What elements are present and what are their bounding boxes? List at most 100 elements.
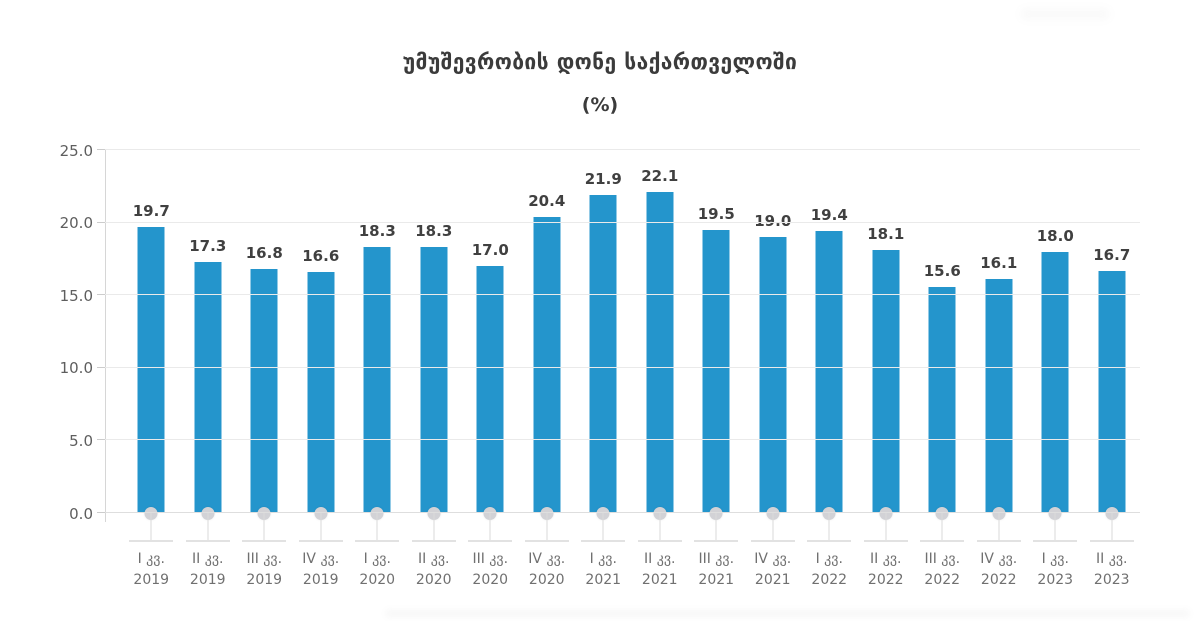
x-label-quarter: II კვ. xyxy=(644,551,676,567)
bar-value-label: 22.1 xyxy=(641,167,679,186)
bar xyxy=(1041,251,1069,513)
bar-column: 17.0 III კვ. 2020 xyxy=(462,150,519,588)
x-axis-category-label: II კვ. 2021 xyxy=(642,549,678,591)
bar-value-label: 17.3 xyxy=(189,236,227,255)
x-label-quarter: II კვ. xyxy=(418,551,450,567)
category-tick-stem xyxy=(885,513,887,540)
bar-column: 17.3 II კვ. 2019 xyxy=(180,150,237,588)
category-tick-stem xyxy=(376,513,378,540)
category-tick-cap xyxy=(242,540,287,542)
gridline xyxy=(105,366,1140,368)
bar xyxy=(985,279,1013,513)
category-tick-cap xyxy=(129,540,174,542)
category-tick-stem xyxy=(659,513,661,540)
category-tick-stem xyxy=(941,513,943,540)
category-tick-cap xyxy=(1089,540,1134,542)
x-label-year: 2023 xyxy=(1037,572,1074,588)
bar xyxy=(646,192,674,513)
x-axis-category-label: II კვ. 2019 xyxy=(190,549,226,591)
x-axis-category-label: IV კვ. 2020 xyxy=(528,549,565,591)
x-label-quarter: IV კვ. xyxy=(528,551,566,567)
bar-value-label: 20.4 xyxy=(528,191,566,210)
x-axis-category-label: II კვ. 2020 xyxy=(416,549,452,591)
y-axis-tick xyxy=(97,439,105,441)
bar-value-label: 16.7 xyxy=(1093,245,1131,264)
bar xyxy=(872,250,900,513)
x-axis-category-label: III კვ. 2020 xyxy=(472,549,508,591)
chart-title: უმუშევრობის დონე საქართველოში xyxy=(402,50,798,74)
category-tick-cap xyxy=(920,540,965,542)
gridline xyxy=(105,221,1140,223)
bar xyxy=(533,216,561,513)
y-axis-tick xyxy=(97,512,105,513)
bar xyxy=(476,266,504,513)
x-axis-category-label: I კვ. 2020 xyxy=(359,549,395,591)
category-tick-stem xyxy=(263,513,265,540)
bar-column: 16.8 III კვ. 2019 xyxy=(236,150,293,588)
chart-subtitle: (%) xyxy=(581,94,619,116)
y-axis-tick-label: 10.0 xyxy=(59,359,93,378)
x-label-year: 2019 xyxy=(189,572,226,588)
bar-value-label: 18.3 xyxy=(358,222,396,241)
category-tick-stem xyxy=(433,513,435,540)
bar xyxy=(589,195,617,513)
x-axis-category-label: I კვ. 2021 xyxy=(585,549,621,591)
bar xyxy=(363,247,391,513)
y-axis-tick-label: 0.0 xyxy=(69,504,93,523)
x-label-quarter: III კვ. xyxy=(698,551,735,567)
bar-value-label: 18.1 xyxy=(867,225,905,244)
x-label-year: 2021 xyxy=(698,572,735,588)
category-tick-stem xyxy=(828,513,830,540)
category-tick-cap xyxy=(807,540,852,542)
x-label-year: 2022 xyxy=(924,572,961,588)
x-label-quarter: I კვ. xyxy=(815,551,843,567)
bar-value-label: 21.9 xyxy=(584,170,622,189)
y-axis-tick-label: 25.0 xyxy=(59,141,93,160)
x-axis-category-label: IV კვ. 2022 xyxy=(980,549,1017,591)
bar-value-label: 19.5 xyxy=(697,204,735,223)
category-tick-cap xyxy=(298,540,343,542)
x-axis-category-label: III კვ. 2021 xyxy=(698,549,734,591)
bar xyxy=(307,271,335,513)
bar-value-label: 18.3 xyxy=(415,222,453,241)
top-right-smudge xyxy=(1020,8,1110,20)
bar xyxy=(1098,270,1126,513)
category-tick-cap xyxy=(411,540,456,542)
x-label-quarter: III კვ. xyxy=(924,551,961,567)
bar-column: 20.4 IV კვ. 2020 xyxy=(519,150,576,588)
bar-column: 18.0 I კვ. 2023 xyxy=(1027,150,1084,588)
bar-value-label: 15.6 xyxy=(923,261,961,280)
x-label-year: 2021 xyxy=(754,572,791,588)
x-label-year: 2022 xyxy=(867,572,904,588)
category-tick-stem xyxy=(489,513,491,540)
bar-value-label: 18.0 xyxy=(1036,226,1074,245)
gridline xyxy=(105,439,1140,441)
bottom-edge-smudge xyxy=(385,609,1190,618)
x-label-quarter: III კვ. xyxy=(472,551,509,567)
bar-column: 16.7 II კვ. 2023 xyxy=(1084,150,1141,588)
y-axis-line xyxy=(105,150,106,522)
x-axis-category-label: II კვ. 2022 xyxy=(868,549,904,591)
category-tick-cap xyxy=(637,540,682,542)
bar-column: 19.5 III კვ. 2021 xyxy=(688,150,745,588)
category-tick-cap xyxy=(185,540,230,542)
y-axis-tick-label: 5.0 xyxy=(69,431,93,450)
x-label-year: 2022 xyxy=(980,572,1017,588)
bar-column: 16.6 IV კვ. 2019 xyxy=(293,150,350,588)
bar-column: 19.7 I კვ. 2019 xyxy=(123,150,180,588)
bar-value-label: 17.0 xyxy=(471,241,509,260)
x-label-quarter: II კვ. xyxy=(192,551,224,567)
category-tick-stem xyxy=(207,513,209,540)
bar-value-label: 19.7 xyxy=(132,201,170,220)
bar xyxy=(194,261,222,513)
x-label-quarter: I კვ. xyxy=(363,551,391,567)
category-tick-stem xyxy=(1111,513,1113,540)
x-label-year: 2019 xyxy=(133,572,170,588)
x-label-year: 2023 xyxy=(1093,572,1130,588)
bar-value-label: 16.8 xyxy=(245,244,283,263)
gridline xyxy=(105,149,1140,150)
x-axis-category-label: II კვ. 2023 xyxy=(1094,549,1130,591)
x-axis-category-label: III კვ. 2022 xyxy=(924,549,960,591)
bar xyxy=(759,237,787,513)
